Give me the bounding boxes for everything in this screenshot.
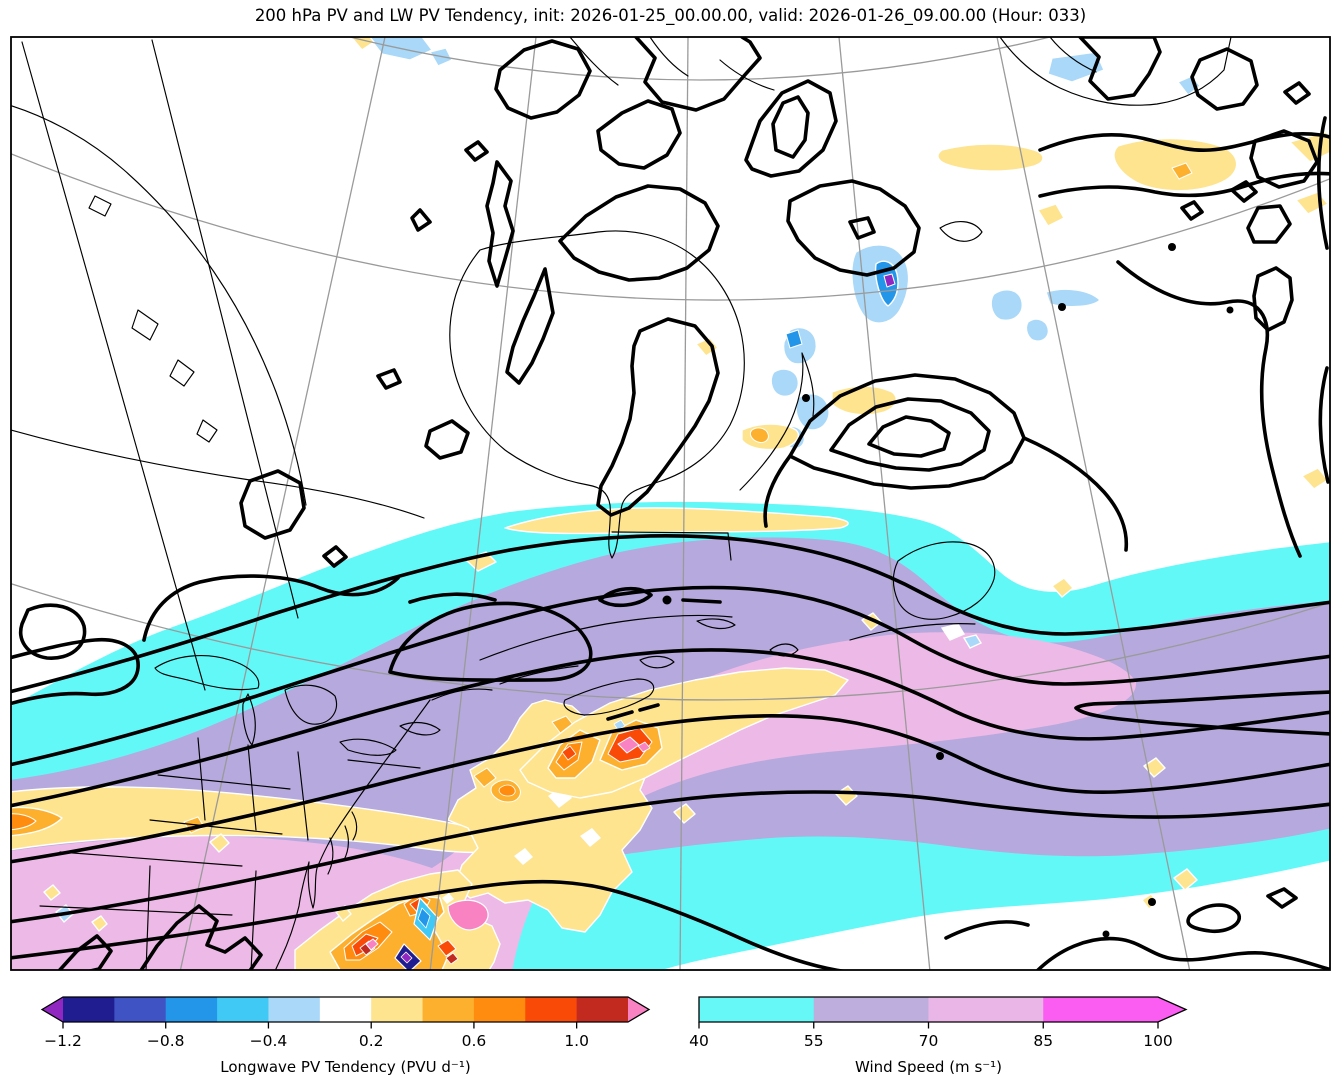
colorbar-under-arrow xyxy=(42,997,63,1022)
colorbar-segment xyxy=(422,997,475,1022)
colorbar-segment xyxy=(217,997,270,1022)
colorbar-over-arrow xyxy=(1158,997,1186,1022)
colorbar-segment xyxy=(319,997,372,1022)
colorbar-tick-label: 70 xyxy=(919,1032,939,1050)
colorbar-tick-label: 0.6 xyxy=(462,1032,487,1050)
colorbar-lw-pv-tendency: −1.2 −0.8 −0.4 0.2 0.6 1.0 Longwave PV Tendenc… xyxy=(20,990,670,1082)
colorbar-segment xyxy=(114,997,167,1022)
map-frame xyxy=(10,36,1331,971)
colorbar-segment xyxy=(371,997,424,1022)
colorbar-segment xyxy=(165,997,218,1022)
colorbar-svg: 40 55 70 85 100 Wind Speed (m s⁻¹) xyxy=(689,996,1188,1076)
pv-tendency-fill xyxy=(11,37,1330,970)
colorbar-segment xyxy=(473,997,526,1022)
colorbar-segment xyxy=(525,997,578,1022)
pv-contours xyxy=(11,37,1330,970)
colorbar-axis-label: Longwave PV Tendency (PVU d⁻¹) xyxy=(220,1058,470,1076)
colorbar-wind-speed: 40 55 70 85 100 Wind Speed (m s⁻¹) xyxy=(680,990,1220,1082)
colorbar-tick-label: 1.0 xyxy=(564,1032,589,1050)
colorbar-tick-label: 55 xyxy=(804,1032,824,1050)
colorbar-svg: −1.2 −0.8 −0.4 0.2 0.6 1.0 Longwave PV Tendenc… xyxy=(40,996,651,1076)
colorbar-segment xyxy=(268,997,321,1022)
colorbar-axis-label: Wind Speed (m s⁻¹) xyxy=(855,1058,1002,1076)
colorbar-tick-label: −1.2 xyxy=(44,1032,82,1050)
colorbar-segment xyxy=(928,997,1044,1022)
pv-contour-dots xyxy=(662,243,1234,938)
colorbar-tick-label: 40 xyxy=(689,1032,709,1050)
colorbar-segment xyxy=(63,997,115,1022)
colorbar-outline xyxy=(698,996,1188,1023)
wind-fill-hole xyxy=(940,623,966,641)
colorbar-segment xyxy=(1043,997,1159,1022)
colorbar-segment xyxy=(576,997,629,1022)
colorbar-tick-label: −0.4 xyxy=(250,1032,288,1050)
colorbar-over-arrow xyxy=(628,997,649,1022)
colorbar-tick-label: 0.2 xyxy=(359,1032,384,1050)
colorbar-segment xyxy=(813,997,930,1022)
wind-fill-hole xyxy=(962,634,983,649)
colorbar-tick-label: −0.8 xyxy=(147,1032,185,1050)
page-title: 200 hPa PV and LW PV Tendency, init: 202… xyxy=(254,6,1087,25)
coastlines xyxy=(11,37,1232,970)
colorbar-segment xyxy=(699,997,815,1022)
weather-map xyxy=(10,36,1331,971)
map-panel xyxy=(10,36,1332,972)
colorbar-tick-label: 85 xyxy=(1033,1032,1053,1050)
colorbar-tick-label: 100 xyxy=(1143,1032,1173,1050)
